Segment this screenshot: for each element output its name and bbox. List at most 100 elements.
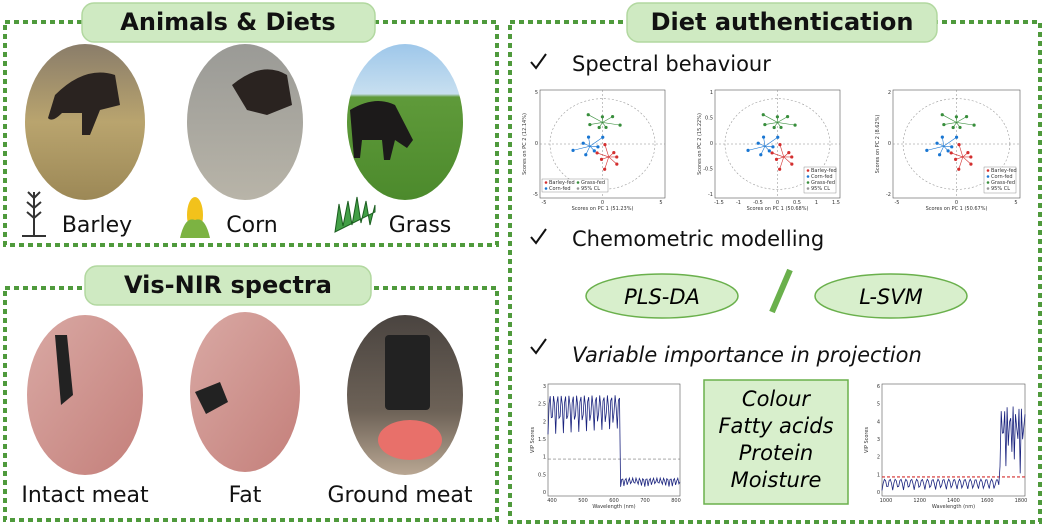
x-tick-label: 1.5	[832, 200, 840, 206]
y-tick-label: 0	[535, 141, 538, 147]
cluster-point	[964, 115, 969, 119]
y-axis-label: VIP Scores	[530, 427, 536, 454]
section-heading: Spectral behaviour	[572, 52, 771, 76]
legend-swatch	[576, 181, 580, 184]
cluster-spoke	[764, 137, 778, 147]
y-tick-label: 0	[710, 141, 713, 147]
x-axis-label: Scores on PC 1 (51.23%)	[572, 206, 634, 212]
cluster-spoke	[777, 116, 788, 123]
probe	[55, 335, 73, 405]
plot-frame	[881, 383, 1026, 497]
y-tick-label: 3	[877, 437, 880, 443]
y-tick-label: 0	[877, 490, 880, 496]
attribute-label: Fatty acids	[718, 414, 833, 438]
y-tick-label: 2.5	[538, 402, 546, 408]
section-heading: Chemometric modelling	[572, 227, 824, 251]
y-axis-label: Scores on PC 2 (15.22%)	[697, 113, 703, 175]
x-tick-label: -1	[736, 200, 741, 206]
panel-title: Vis-NIR spectra	[124, 271, 332, 299]
vip-curve	[881, 406, 1026, 491]
cluster-point	[785, 115, 790, 119]
x-tick-label: 500	[578, 498, 588, 504]
y-tick-label: -0.5	[703, 167, 713, 173]
legend-box	[983, 166, 1017, 194]
legend-label: Corn-fed	[991, 174, 1013, 180]
cluster-spoke	[943, 137, 957, 147]
legend-label: Grass-fed	[581, 180, 605, 186]
photo-fat	[190, 312, 300, 472]
y-tick-label: 0	[888, 141, 891, 147]
cluster-point	[937, 153, 942, 157]
cluster-point	[950, 145, 954, 149]
cluster-spoke	[764, 122, 778, 125]
x-tick-label: 1000	[880, 498, 893, 504]
cluster-point	[954, 115, 959, 119]
separator	[769, 268, 793, 314]
cluster-point	[571, 148, 575, 152]
cluster-point	[603, 143, 607, 147]
x-tick-label: 1600	[981, 498, 994, 504]
ground-meat	[378, 420, 442, 460]
x-tick-label: 600	[609, 498, 619, 504]
photo-corn	[187, 44, 303, 200]
cluster-point	[942, 122, 946, 127]
probe	[385, 335, 430, 410]
x-tick-label: 0	[955, 200, 958, 206]
cluster-spoke	[942, 114, 957, 123]
panel-title: Animals & Diets	[120, 8, 335, 36]
legend-swatch	[806, 169, 810, 172]
legend-label: Barley-fed	[811, 168, 837, 174]
legend-box	[541, 178, 609, 193]
cluster-point	[596, 145, 600, 149]
model-pill	[814, 273, 968, 319]
x-tick-label: 0	[601, 200, 604, 206]
sample-label: Intact meat	[21, 483, 149, 508]
legend-swatch	[544, 187, 548, 190]
cluster-point	[618, 123, 622, 127]
probe	[195, 382, 228, 414]
icon-corn	[180, 197, 210, 238]
cluster-spoke	[771, 152, 784, 158]
legend-label: Barley-fed	[549, 180, 575, 186]
legend-swatch	[986, 181, 990, 184]
legend-label: Corn-fed	[549, 186, 571, 192]
legend-box	[803, 166, 837, 194]
cluster-point	[581, 141, 585, 145]
cluster-point	[951, 125, 955, 130]
cluster-point	[615, 162, 619, 166]
cluster-point	[761, 113, 765, 117]
cluster-spoke	[779, 144, 785, 158]
y-tick-label: 2	[877, 455, 880, 461]
legend-swatch	[544, 181, 548, 184]
cluster-point	[770, 151, 774, 155]
cluster-point	[597, 125, 601, 130]
cluster-point	[584, 153, 588, 157]
cluster-point	[601, 135, 605, 139]
legend-swatch	[576, 187, 580, 190]
x-tick-label: 1200	[913, 498, 926, 504]
x-tick-label: -0.5	[753, 200, 763, 206]
cluster-spoke	[779, 156, 785, 170]
y-tick-label: 1	[543, 455, 546, 461]
legend-swatch	[986, 169, 990, 172]
cluster-point	[600, 115, 605, 119]
y-tick-label: 2	[888, 90, 891, 96]
legend-label: 95% CL	[581, 186, 600, 192]
model-pill	[585, 273, 739, 319]
cluster-point	[954, 157, 958, 161]
cluster-point	[612, 151, 616, 155]
x-tick-label: 1	[815, 200, 818, 206]
cluster-spoke	[602, 122, 621, 126]
x-axis-label: Scores on PC 1 (50.67%)	[926, 206, 988, 212]
cluster-point	[759, 153, 763, 157]
model-label: PLS-DA	[624, 285, 700, 309]
model-label: L-SVM	[859, 285, 922, 309]
cluster-point	[599, 157, 604, 161]
attribute-label: Colour	[742, 387, 812, 411]
legend-swatch	[806, 187, 810, 190]
icon-grass	[334, 196, 376, 233]
cluster-point	[969, 162, 973, 166]
cluster-spoke	[958, 144, 964, 158]
cluster-spoke	[943, 122, 957, 125]
legend-swatch	[806, 175, 810, 178]
